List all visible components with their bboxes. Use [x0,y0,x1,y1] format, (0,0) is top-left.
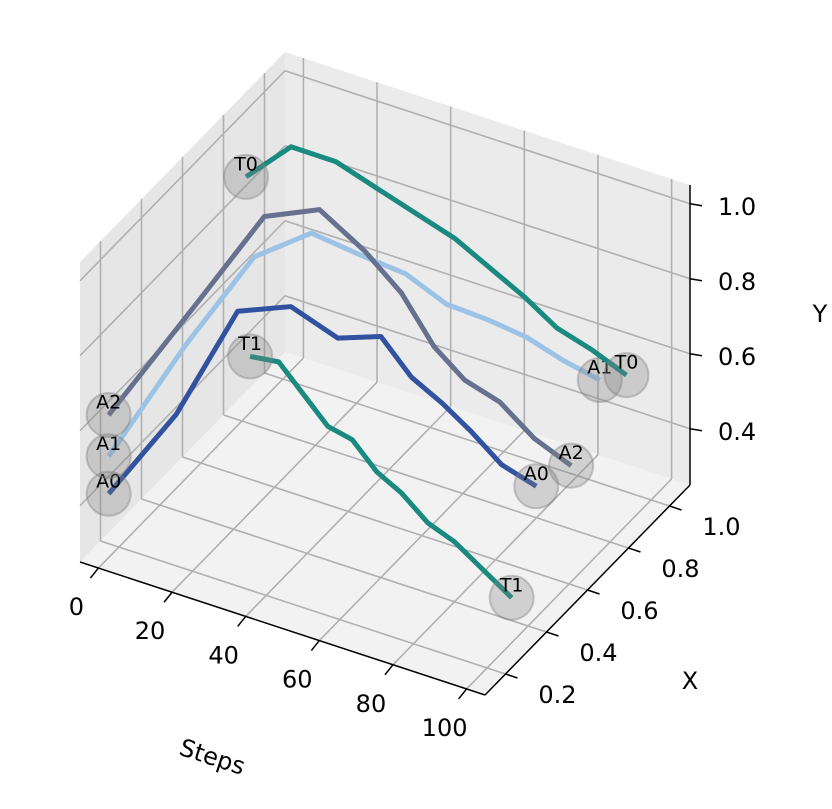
x-tick-label: 100 [422,714,468,742]
trajectory [106,207,573,468]
tick-mark [384,664,394,676]
y-axis-label: X [682,667,698,695]
endpoint-label: T1 [237,333,262,355]
grid-line [182,456,588,591]
y-tick-label: 0.4 [579,639,617,667]
tick-mark [546,631,559,637]
grid-line [100,540,506,675]
endpoint-label: T1 [499,574,524,596]
y-tick-label: 0.6 [620,597,658,625]
x-tick-label: 40 [208,641,239,669]
grid-line [79,220,286,432]
axis-line [484,484,691,696]
grid-line [284,294,691,430]
trajectory [106,304,538,496]
tick-mark [628,547,641,553]
tick-mark [237,615,247,627]
grid-line [79,145,286,357]
endpoint-marker [548,442,595,489]
y-tick-label: 1.0 [702,513,740,541]
grid-line [284,144,691,280]
z-tick-label: 0.8 [718,268,756,296]
tick-mark [689,278,703,282]
tick-mark [505,673,518,679]
endpoint-marker [488,574,535,621]
endpoint-marker [227,333,274,380]
endpoint-marker [85,470,132,517]
tick-mark [310,640,320,652]
trajectory [249,353,514,600]
z-tick-label: 0.4 [718,418,756,446]
endpoint-label: A2 [559,442,584,464]
tick-mark [163,591,173,603]
endpoint-marker [513,463,560,510]
z-tick-label: 0.6 [718,343,756,371]
grid-line [141,498,547,633]
tick-mark [689,428,703,432]
grid-line [223,414,629,549]
tick-mark [587,589,600,595]
endpoint-marker [603,352,650,399]
tick-mark [689,203,703,207]
z-tick-label: 1.0 [718,193,756,221]
endpoint-marker [85,392,132,439]
endpoint-label: A1 [96,433,121,455]
x-tick-label: 20 [135,617,166,645]
tick-mark [689,353,703,357]
endpoint-label: T0 [614,352,639,374]
tick-mark [89,567,99,579]
x-tick-label: 80 [356,690,387,718]
endpoint-label: A0 [96,470,121,492]
trajectory [244,144,628,378]
z-axis-label: Y [812,300,828,328]
tick-mark [669,505,682,511]
x-tick-label: 60 [282,666,313,694]
grid-line [264,372,670,507]
x-axis-label: Steps [176,733,249,780]
x-tick-label: 0 [69,593,84,621]
grid-line [284,69,691,205]
endpoint-label: T0 [233,153,258,175]
endpoint-marker [85,433,132,480]
endpoint-marker [223,153,270,200]
tick-mark [458,688,468,700]
y-tick-label: 0.2 [538,681,576,709]
trajectory [106,230,602,458]
y-tick-label: 0.8 [661,555,699,583]
endpoint-label: A0 [524,463,549,485]
endpoint-label: A2 [96,392,121,414]
axis-line [79,561,486,696]
grid-line [79,70,286,282]
